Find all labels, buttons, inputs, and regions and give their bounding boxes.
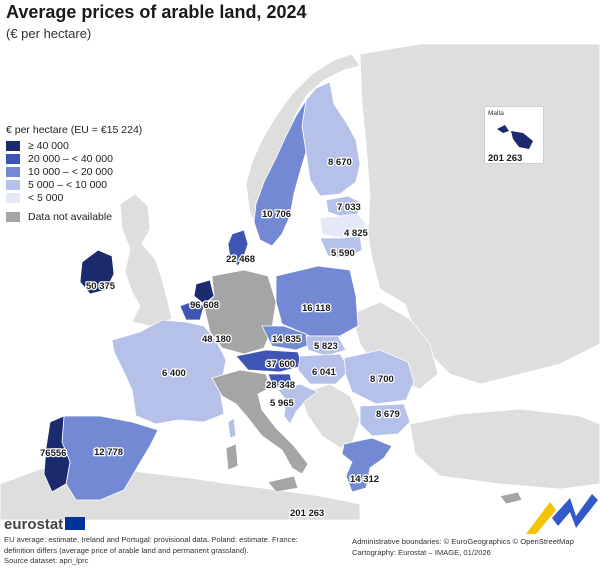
country-belgium (179, 299, 205, 321)
map-subtitle: (€ per hectare) (6, 26, 92, 41)
eu-flag-icon (65, 517, 86, 530)
value-label-slovenia: 28 348 (266, 380, 295, 391)
value-label-finland: 8 670 (328, 157, 352, 168)
country-slovakia (305, 335, 347, 357)
malta-inset: Malta 201 263 (484, 106, 544, 164)
country-france (111, 319, 227, 425)
country-hungary (297, 353, 351, 385)
value-label-austria: 37 600 (266, 359, 295, 370)
value-label-czechia: 14 835 (272, 334, 302, 345)
footer-notes-text: EU average: estimate. Ireland and Portug… (4, 535, 298, 555)
country-portugal (43, 415, 71, 493)
country-croatia (277, 383, 319, 425)
eurostat-logo-text: eurostat (4, 516, 64, 533)
map-title: Average prices of arable land, 2024 (6, 2, 307, 22)
legend-swatch (6, 153, 20, 164)
country-sweden (253, 99, 307, 247)
footer-credits: Administrative boundaries: © EuroGeograp… (352, 537, 574, 558)
country-sardinia (225, 443, 239, 471)
value-label-greece: 14 312 (350, 474, 379, 485)
land-iceland-uk (119, 193, 173, 327)
legend-item: 10 000 – < 20 000 (6, 165, 142, 178)
value-label-latvia: 4 825 (344, 228, 368, 239)
country-latvia (319, 213, 367, 239)
legend-swatch (6, 179, 20, 190)
country-finland (301, 81, 361, 197)
malta-shape (497, 125, 533, 149)
country-greece (341, 437, 393, 493)
value-label-denmark: 22 468 (226, 254, 255, 265)
legend-swatch (6, 140, 20, 151)
country-germany (203, 269, 277, 355)
legend-label: ≥ 40 000 (28, 139, 69, 152)
country-poland (275, 265, 359, 337)
country-netherlands (193, 279, 215, 305)
country-denmark (227, 229, 249, 267)
value-label-netherlands: 96 608 (190, 300, 219, 311)
country-corsica (227, 417, 237, 439)
value-label-sweden: 10 706 (262, 209, 291, 220)
country-ireland (79, 249, 115, 295)
legend-swatch (6, 211, 20, 222)
legend-label: 5 000 – < 10 000 (28, 178, 108, 191)
country-bulgaria (359, 403, 411, 437)
malta-inset-name: Malta (488, 110, 504, 117)
legend-item: 5 000 – < 10 000 (6, 178, 142, 191)
value-label-spain: 12 778 (94, 447, 123, 458)
value-label-france: 6 400 (162, 368, 186, 379)
footer-notes: EU average: estimate. Ireland and Portug… (4, 535, 304, 567)
value-label-belgium: 48 180 (202, 334, 231, 345)
value-label-croatia: 5 965 (270, 398, 294, 409)
value-label-romania: 8 700 (370, 374, 394, 385)
value-label-estonia: 7 033 (337, 202, 361, 213)
eurostat-logo: eurostat (4, 516, 86, 533)
legend-item: 20 000 – < 40 000 (6, 152, 142, 165)
credits-boundaries: Administrative boundaries: © EuroGeograp… (352, 537, 574, 546)
value-label-bulgaria: 8 679 (376, 409, 400, 420)
value-label-ireland: 50 375 (86, 281, 116, 292)
value-label-hungary: 6 041 (312, 367, 336, 378)
country-sicily (267, 475, 299, 493)
malta-inset-value: 201 263 (488, 153, 523, 164)
country-lithuania (319, 235, 363, 259)
country-italy (211, 369, 309, 475)
legend-label: 20 000 – < 40 000 (28, 152, 113, 165)
value-label-malta: 201 263 (290, 508, 324, 519)
legend-item-na: Data not available (6, 210, 142, 223)
value-label-lithuania: 5 590 (331, 248, 355, 259)
country-romania (343, 349, 415, 405)
value-label-portugal: 76556 (40, 448, 66, 459)
credits-cartography: Cartography: Eurostat – IMAGE, 01/2026 (352, 547, 491, 557)
legend-swatch (6, 166, 20, 177)
legend-title: € per hectare (EU = €15 224) (6, 124, 143, 136)
value-label-slovakia: 5 823 (314, 341, 338, 352)
legend: € per hectare (EU = €15 224) ≥ 40 000 20… (6, 124, 142, 223)
legend-swatch (6, 192, 20, 203)
legend-label: < 5 000 (28, 191, 64, 204)
eurostat-corner-graphic (526, 494, 598, 534)
legend-label: 10 000 – < 20 000 (28, 165, 113, 178)
legend-item: ≥ 40 000 (6, 139, 142, 152)
legend-label: Data not available (28, 210, 113, 223)
legend-item: < 5 000 (6, 191, 142, 204)
country-slovenia (267, 373, 293, 389)
footer-source: Source dataset: apri_lprc (4, 556, 89, 565)
value-label-poland: 16 118 (302, 303, 331, 314)
land-turkey (409, 408, 600, 490)
country-cyprus (499, 491, 523, 505)
